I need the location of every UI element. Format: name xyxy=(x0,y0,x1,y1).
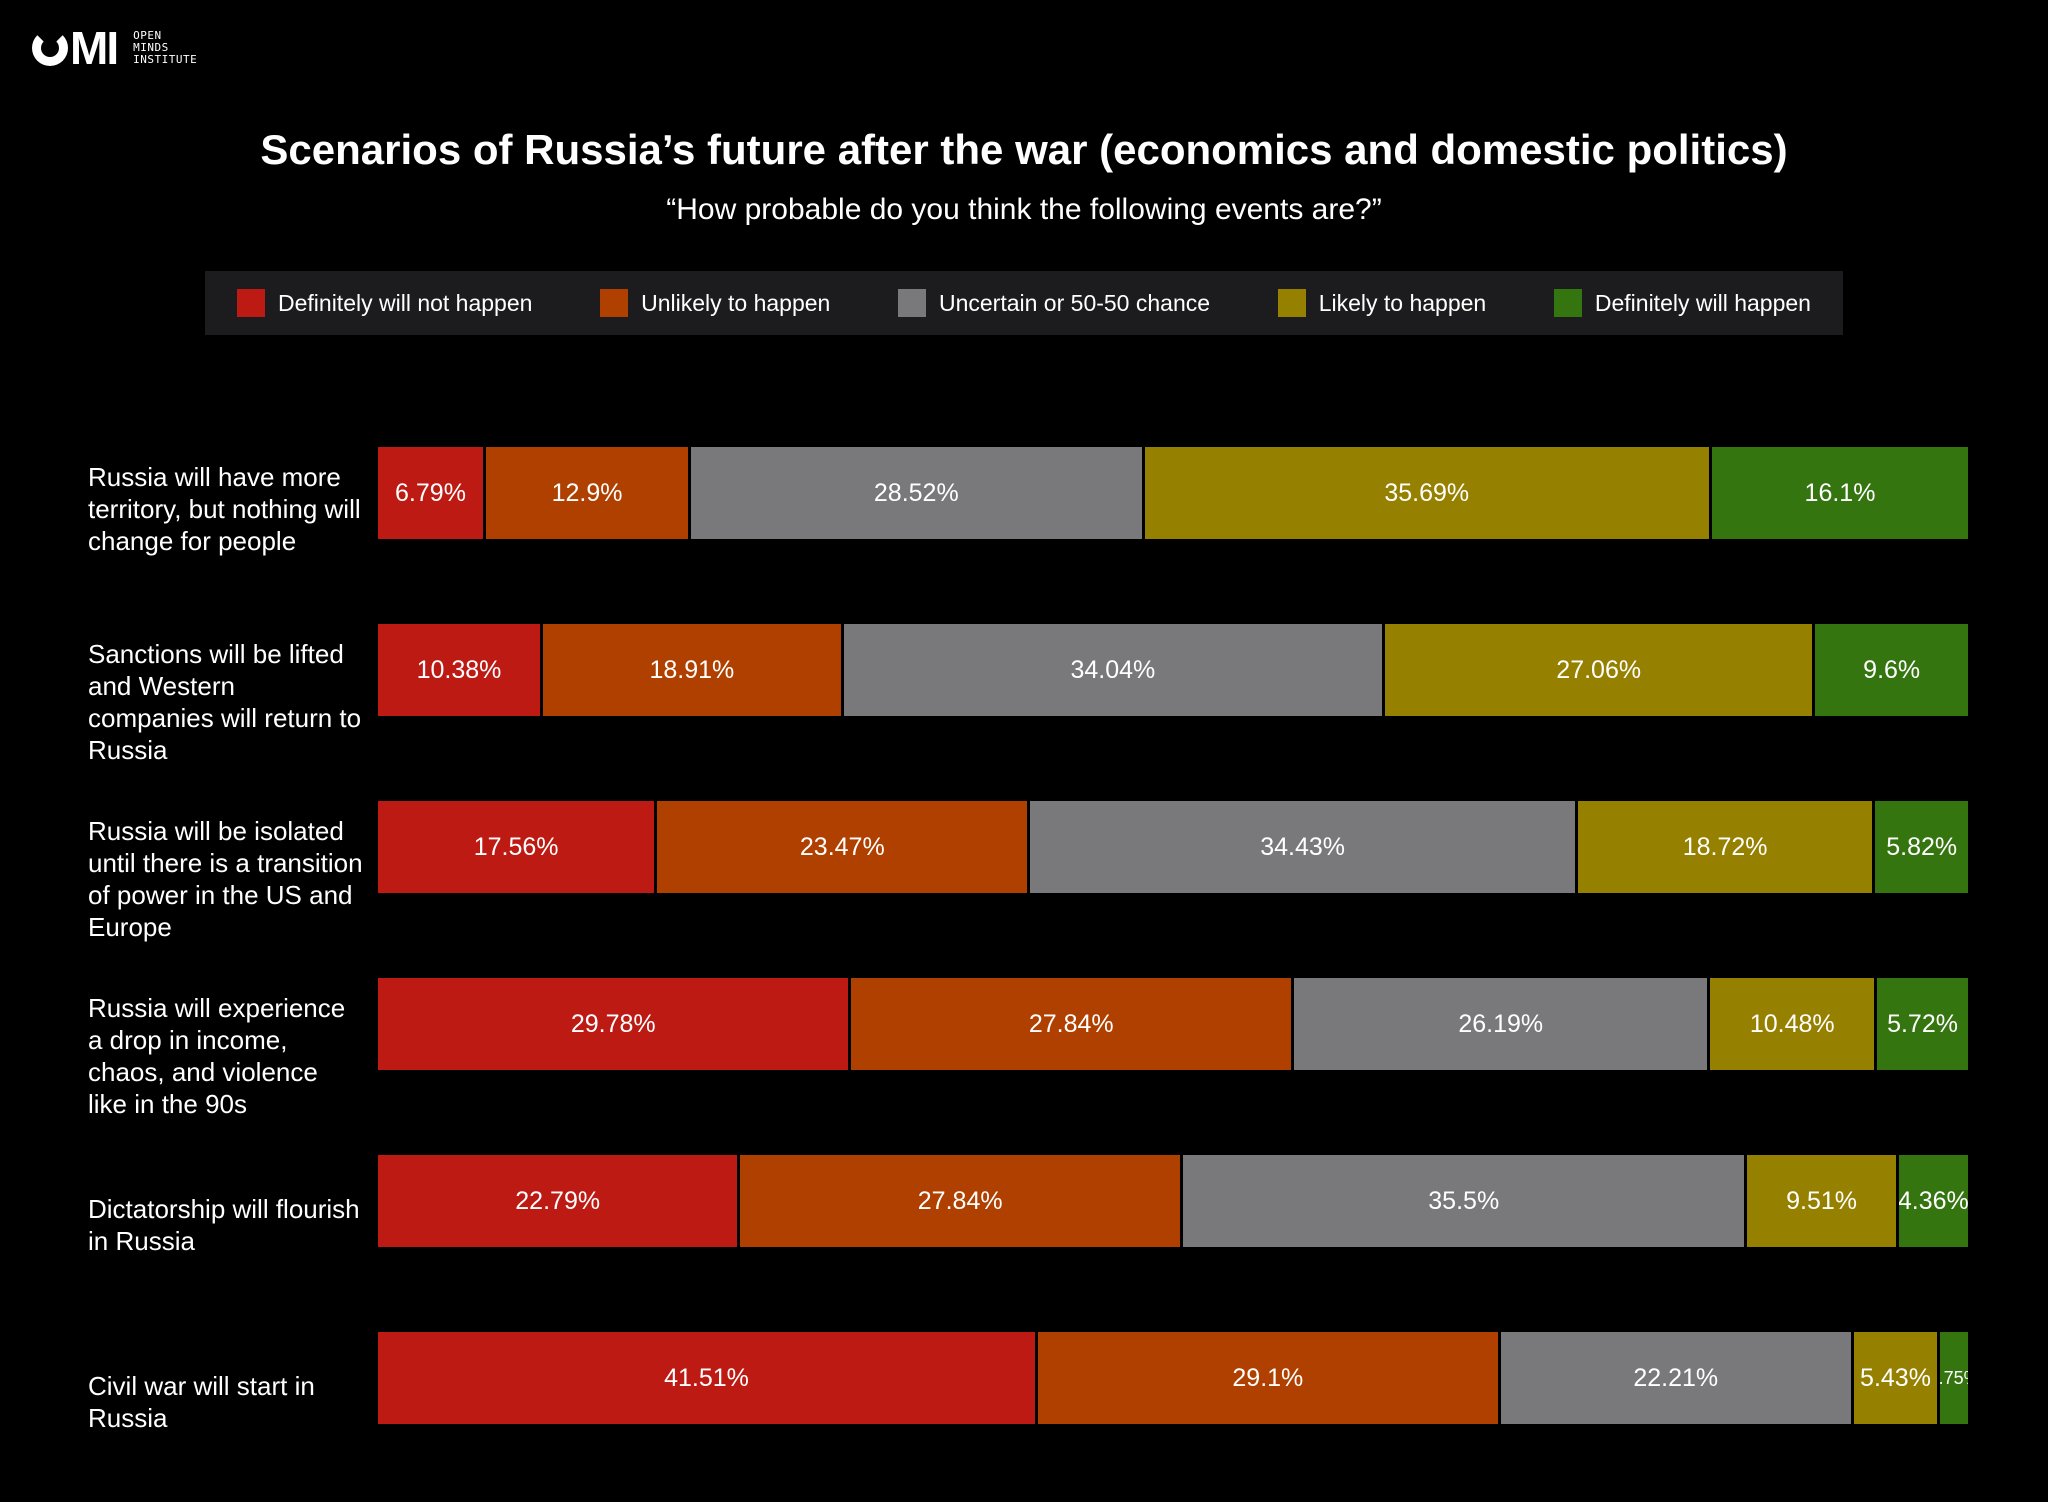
logo-o-shape xyxy=(32,30,68,66)
bar-segment: 28.52% xyxy=(691,447,1142,539)
category-label: Sanctions will be lifted and Western com… xyxy=(88,639,362,765)
legend-label: Definitely will not happen xyxy=(278,289,533,316)
bar-segment: 5.72% xyxy=(1877,978,1968,1070)
bar-segment: 26.19% xyxy=(1294,978,1708,1070)
bar-segment: 29.78% xyxy=(378,978,849,1070)
bar-segment: 35.5% xyxy=(1183,1155,1745,1247)
legend-item: Unlikely to happen xyxy=(600,289,830,317)
bar-segment: 16.1% xyxy=(1712,447,1968,539)
category-label: Dictatorship will flourish in Russia xyxy=(88,1194,360,1256)
bar-segment: 10.38% xyxy=(378,624,541,716)
legend-item: Uncertain or 50-50 chance xyxy=(897,289,1211,317)
legend-swatch xyxy=(600,289,629,317)
logo: MI OPEN MINDS INSTITUTE xyxy=(32,22,198,74)
legend: Definitely will not happen Unlikely to ha… xyxy=(205,271,1843,335)
legend-swatch xyxy=(1277,289,1306,317)
category-label: Russia will experience a drop in income,… xyxy=(88,993,346,1119)
bar-segment: 9.6% xyxy=(1815,624,1968,716)
bar-segment: 22.21% xyxy=(1500,1332,1851,1424)
legend-swatch xyxy=(237,289,265,317)
bar-segment: 10.48% xyxy=(1710,978,1875,1070)
legend-label: Uncertain or 50-50 chance xyxy=(938,289,1211,316)
legend-item: Definitely will happen xyxy=(1553,289,1811,317)
bar-segment: 34.04% xyxy=(843,624,1383,716)
category-label: Russia will be isolated until there is a… xyxy=(88,816,363,942)
bar-segment: 29.1% xyxy=(1038,1332,1498,1424)
bar-segment: 35.69% xyxy=(1144,447,1709,539)
bar-segment: 1.75% xyxy=(1940,1332,1968,1424)
bar-segment: 12.9% xyxy=(485,447,689,539)
bar-segment: 18.91% xyxy=(543,624,841,716)
bar-segment: 5.82% xyxy=(1875,801,1968,893)
chart-subtitle: “How probable do you think the following… xyxy=(666,193,1382,226)
bar-segment: 5.43% xyxy=(1853,1332,1938,1424)
bar-segment: 27.84% xyxy=(851,978,1292,1070)
bar-segment: 4.36% xyxy=(1898,1155,1968,1247)
bar-segment: 27.06% xyxy=(1385,624,1813,716)
bar-segment: 18.72% xyxy=(1577,801,1873,893)
category-label: Civil war will start in Russia xyxy=(88,1371,315,1433)
bar-segment: 23.47% xyxy=(657,801,1028,893)
legend-swatch xyxy=(897,289,926,317)
legend-label: Definitely will happen xyxy=(1594,289,1811,316)
bar-segment: 22.79% xyxy=(378,1155,738,1247)
logo-mark: MI xyxy=(32,22,119,74)
legend-label: Likely to happen xyxy=(1318,289,1487,316)
bar-segment: 9.51% xyxy=(1747,1155,1896,1247)
bar-segment: 34.43% xyxy=(1030,801,1575,893)
bar-segment: 27.84% xyxy=(740,1155,1180,1247)
legend-item: Likely to happen xyxy=(1277,289,1487,317)
chart-title: Scenarios of Russia’s future after the w… xyxy=(260,126,1788,173)
bar-segment: 6.79% xyxy=(378,447,483,539)
category-label: Russia will have more territory, but not… xyxy=(88,462,361,556)
logo-subtext: OPEN MINDS INSTITUTE xyxy=(133,29,198,66)
legend-swatch xyxy=(1553,289,1582,317)
bar-segment: 17.56% xyxy=(378,801,655,893)
legend-item: Definitely will not happen xyxy=(237,289,532,317)
legend-label: Unlikely to happen xyxy=(641,289,831,316)
logo-letters: MI xyxy=(70,22,119,74)
bar-segment: 41.51% xyxy=(378,1332,1035,1424)
